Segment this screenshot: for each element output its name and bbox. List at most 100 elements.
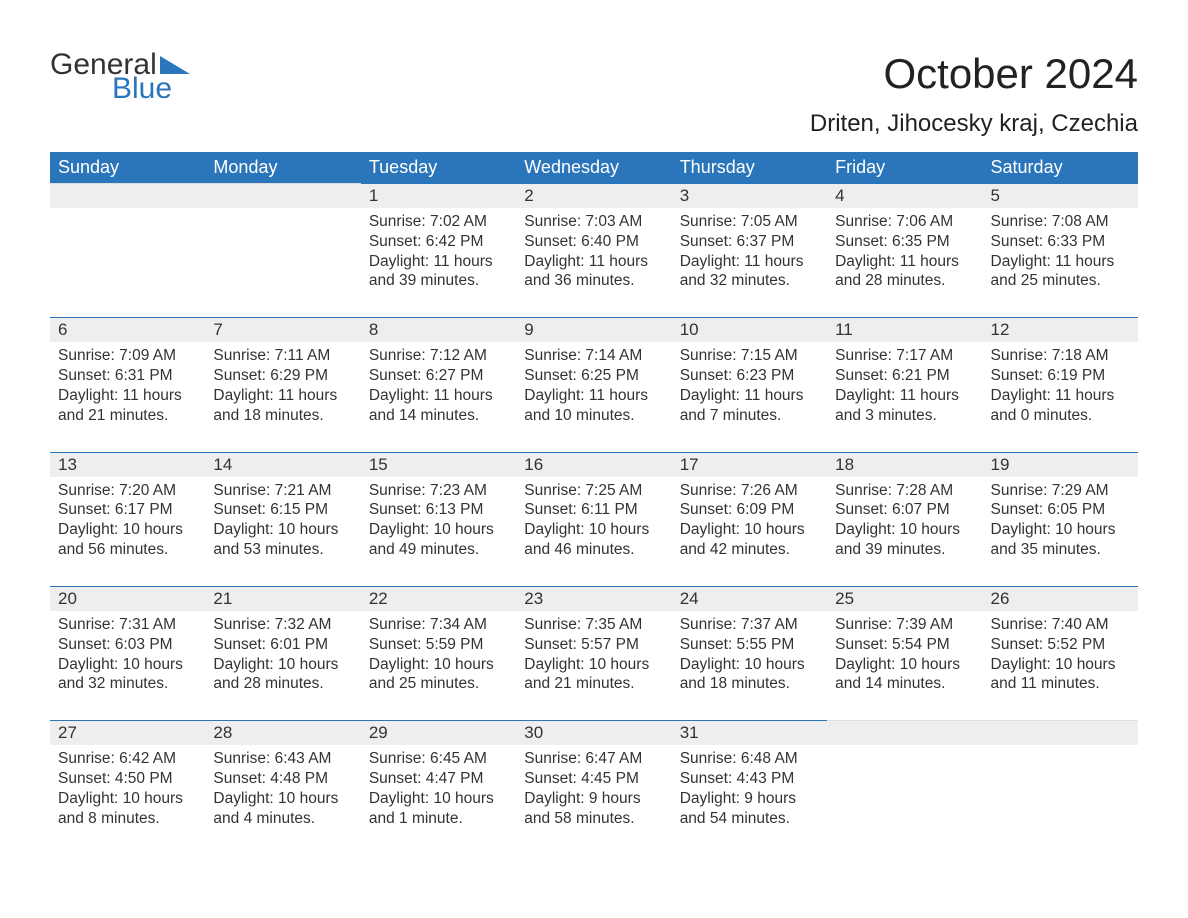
day-sunrise: Sunrise: 7:39 AM bbox=[835, 615, 974, 635]
day-sunset: Sunset: 6:33 PM bbox=[991, 232, 1130, 252]
day-sunrise: Sunrise: 7:20 AM bbox=[58, 481, 197, 501]
day-dl1: Daylight: 11 hours bbox=[680, 252, 819, 272]
weekday-header: Thursday bbox=[672, 152, 827, 184]
day-sunrise: Sunrise: 7:23 AM bbox=[369, 481, 508, 501]
day-dl1: Daylight: 10 hours bbox=[213, 520, 352, 540]
week-daynum-row: 13141516171819 bbox=[50, 452, 1138, 477]
day-content-cell bbox=[50, 208, 205, 318]
day-sunset: Sunset: 6:03 PM bbox=[58, 635, 197, 655]
day-number-cell: 27 bbox=[50, 721, 205, 746]
day-sunrise: Sunrise: 7:31 AM bbox=[58, 615, 197, 635]
day-sunset: Sunset: 6:25 PM bbox=[524, 366, 663, 386]
day-sunrise: Sunrise: 7:35 AM bbox=[524, 615, 663, 635]
day-dl2: and 25 minutes. bbox=[991, 271, 1130, 291]
day-sunset: Sunset: 5:59 PM bbox=[369, 635, 508, 655]
day-dl1: Daylight: 11 hours bbox=[524, 252, 663, 272]
day-dl2: and 14 minutes. bbox=[369, 406, 508, 426]
day-content-cell: Sunrise: 7:26 AMSunset: 6:09 PMDaylight:… bbox=[672, 477, 827, 587]
day-dl2: and 39 minutes. bbox=[835, 540, 974, 560]
day-dl2: and 46 minutes. bbox=[524, 540, 663, 560]
day-content-cell: Sunrise: 6:48 AMSunset: 4:43 PMDaylight:… bbox=[672, 745, 827, 854]
day-content-cell: Sunrise: 6:47 AMSunset: 4:45 PMDaylight:… bbox=[516, 745, 671, 854]
day-content-cell: Sunrise: 7:21 AMSunset: 6:15 PMDaylight:… bbox=[205, 477, 360, 587]
day-sunrise: Sunrise: 7:32 AM bbox=[213, 615, 352, 635]
day-number-cell bbox=[50, 184, 205, 209]
day-sunset: Sunset: 4:43 PM bbox=[680, 769, 819, 789]
day-dl1: Daylight: 11 hours bbox=[213, 386, 352, 406]
day-sunrise: Sunrise: 7:02 AM bbox=[369, 212, 508, 232]
day-number-cell: 16 bbox=[516, 452, 671, 477]
day-content-cell: Sunrise: 6:42 AMSunset: 4:50 PMDaylight:… bbox=[50, 745, 205, 854]
day-sunrise: Sunrise: 7:34 AM bbox=[369, 615, 508, 635]
day-sunset: Sunset: 5:55 PM bbox=[680, 635, 819, 655]
weekday-header: Tuesday bbox=[361, 152, 516, 184]
day-number-cell: 4 bbox=[827, 184, 982, 209]
day-sunset: Sunset: 6:29 PM bbox=[213, 366, 352, 386]
day-sunset: Sunset: 6:27 PM bbox=[369, 366, 508, 386]
day-content-cell: Sunrise: 7:31 AMSunset: 6:03 PMDaylight:… bbox=[50, 611, 205, 721]
day-sunrise: Sunrise: 6:47 AM bbox=[524, 749, 663, 769]
day-sunset: Sunset: 6:05 PM bbox=[991, 500, 1130, 520]
day-sunrise: Sunrise: 7:21 AM bbox=[213, 481, 352, 501]
day-content-cell: Sunrise: 6:45 AMSunset: 4:47 PMDaylight:… bbox=[361, 745, 516, 854]
day-dl2: and 14 minutes. bbox=[835, 674, 974, 694]
day-number-cell: 21 bbox=[205, 586, 360, 611]
week-daynum-row: 20212223242526 bbox=[50, 586, 1138, 611]
day-sunrise: Sunrise: 7:40 AM bbox=[991, 615, 1130, 635]
day-sunrise: Sunrise: 7:37 AM bbox=[680, 615, 819, 635]
day-content-cell: Sunrise: 7:18 AMSunset: 6:19 PMDaylight:… bbox=[983, 342, 1138, 452]
location-subtitle: Driten, Jihocesky kraj, Czechia bbox=[50, 110, 1138, 138]
day-dl2: and 3 minutes. bbox=[835, 406, 974, 426]
day-sunrise: Sunrise: 7:12 AM bbox=[369, 346, 508, 366]
day-dl1: Daylight: 11 hours bbox=[991, 386, 1130, 406]
day-number-cell: 6 bbox=[50, 318, 205, 343]
weekday-header-row: Sunday Monday Tuesday Wednesday Thursday… bbox=[50, 152, 1138, 184]
day-content-cell: Sunrise: 7:32 AMSunset: 6:01 PMDaylight:… bbox=[205, 611, 360, 721]
day-sunrise: Sunrise: 7:11 AM bbox=[213, 346, 352, 366]
day-sunset: Sunset: 5:57 PM bbox=[524, 635, 663, 655]
logo-text-2: Blue bbox=[112, 74, 190, 104]
day-content-cell: Sunrise: 6:43 AMSunset: 4:48 PMDaylight:… bbox=[205, 745, 360, 854]
day-dl2: and 4 minutes. bbox=[213, 809, 352, 829]
day-content-cell: Sunrise: 7:17 AMSunset: 6:21 PMDaylight:… bbox=[827, 342, 982, 452]
day-number-cell: 2 bbox=[516, 184, 671, 209]
day-number-cell: 5 bbox=[983, 184, 1138, 209]
day-dl1: Daylight: 10 hours bbox=[369, 789, 508, 809]
day-number-cell: 13 bbox=[50, 452, 205, 477]
day-dl2: and 28 minutes. bbox=[213, 674, 352, 694]
weekday-header: Friday bbox=[827, 152, 982, 184]
day-dl2: and 1 minute. bbox=[369, 809, 508, 829]
day-sunset: Sunset: 6:31 PM bbox=[58, 366, 197, 386]
day-content-cell: Sunrise: 7:25 AMSunset: 6:11 PMDaylight:… bbox=[516, 477, 671, 587]
day-dl1: Daylight: 10 hours bbox=[524, 520, 663, 540]
day-dl2: and 54 minutes. bbox=[680, 809, 819, 829]
day-sunset: Sunset: 6:40 PM bbox=[524, 232, 663, 252]
day-content-cell: Sunrise: 7:37 AMSunset: 5:55 PMDaylight:… bbox=[672, 611, 827, 721]
day-number-cell: 25 bbox=[827, 586, 982, 611]
day-dl2: and 28 minutes. bbox=[835, 271, 974, 291]
day-sunset: Sunset: 5:52 PM bbox=[991, 635, 1130, 655]
day-sunset: Sunset: 6:37 PM bbox=[680, 232, 819, 252]
day-dl2: and 32 minutes. bbox=[680, 271, 819, 291]
day-sunrise: Sunrise: 6:42 AM bbox=[58, 749, 197, 769]
day-sunrise: Sunrise: 7:26 AM bbox=[680, 481, 819, 501]
day-dl2: and 0 minutes. bbox=[991, 406, 1130, 426]
day-dl2: and 53 minutes. bbox=[213, 540, 352, 560]
day-number-cell: 1 bbox=[361, 184, 516, 209]
weekday-header: Monday bbox=[205, 152, 360, 184]
day-sunrise: Sunrise: 7:06 AM bbox=[835, 212, 974, 232]
day-sunset: Sunset: 4:45 PM bbox=[524, 769, 663, 789]
day-content-cell: Sunrise: 7:02 AMSunset: 6:42 PMDaylight:… bbox=[361, 208, 516, 318]
day-number-cell: 17 bbox=[672, 452, 827, 477]
day-number-cell: 8 bbox=[361, 318, 516, 343]
day-content-cell: Sunrise: 7:34 AMSunset: 5:59 PMDaylight:… bbox=[361, 611, 516, 721]
day-dl2: and 49 minutes. bbox=[369, 540, 508, 560]
day-sunset: Sunset: 4:48 PM bbox=[213, 769, 352, 789]
day-content-cell: Sunrise: 7:06 AMSunset: 6:35 PMDaylight:… bbox=[827, 208, 982, 318]
day-number-cell: 23 bbox=[516, 586, 671, 611]
day-dl1: Daylight: 10 hours bbox=[991, 520, 1130, 540]
day-dl1: Daylight: 10 hours bbox=[680, 655, 819, 675]
day-content-cell: Sunrise: 7:14 AMSunset: 6:25 PMDaylight:… bbox=[516, 342, 671, 452]
week-content-row: Sunrise: 7:02 AMSunset: 6:42 PMDaylight:… bbox=[50, 208, 1138, 318]
header: General Blue October 2024 bbox=[50, 50, 1138, 104]
